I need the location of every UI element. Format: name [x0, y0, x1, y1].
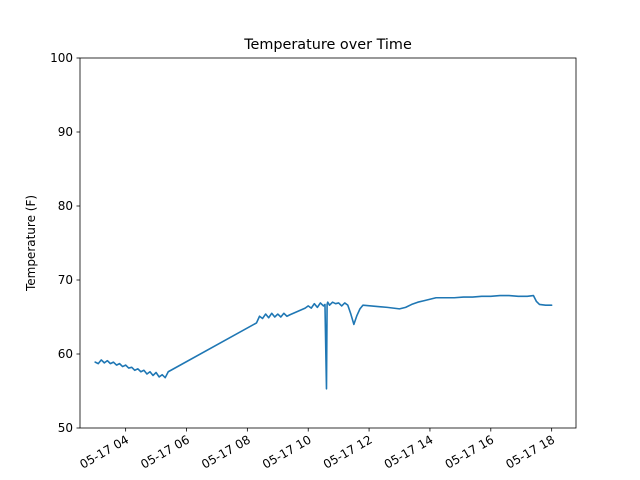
- x-tick-label: 05-17 12: [321, 432, 375, 471]
- x-tick-label: 05-17 18: [503, 432, 557, 471]
- y-tick-label: 70: [58, 273, 73, 287]
- series-line-temperature: [94, 294, 553, 390]
- x-tick-label: 05-17 16: [443, 432, 497, 471]
- x-tick-label: 05-17 08: [199, 432, 253, 471]
- y-tick-label: 90: [58, 125, 73, 139]
- y-tick-label: 60: [58, 347, 73, 361]
- y-axis: 50 60 70 80 90 100: [50, 51, 80, 435]
- plot-background: [80, 58, 576, 428]
- x-tick-label: 05-17 10: [260, 432, 314, 471]
- chart-title: Temperature over Time: [243, 37, 412, 53]
- x-tick-label: 05-17 04: [77, 432, 131, 471]
- y-tick-label: 50: [58, 421, 73, 435]
- y-axis-label: Temperature (F): [24, 195, 38, 292]
- y-tick-label: 80: [58, 199, 73, 213]
- x-axis: 05-17 04 05-17 06 05-17 08 05-17 10 05-17 12…: [77, 428, 557, 472]
- x-tick-label: 05-17 14: [382, 432, 436, 471]
- plot-series: [94, 294, 553, 390]
- x-tick-label: 05-17 06: [138, 432, 192, 471]
- plot-frame: [79, 57, 577, 429]
- y-tick-label: 100: [50, 51, 73, 65]
